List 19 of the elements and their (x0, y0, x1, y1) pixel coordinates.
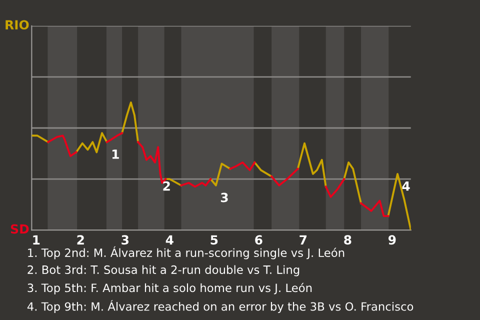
x-tick-label: 7 (300, 235, 307, 244)
text: 2. Bot 3rd: T. Sousa hit a 2-run double vs T. Ling (28, 265, 300, 276)
text: 1. Top 2nd: M. Álvarez hit a run-scoring single vs J. León (28, 246, 344, 260)
x-tick-label: 6 (255, 235, 262, 245)
text: SD (10, 224, 29, 234)
x-tick-label: 2 (77, 235, 84, 244)
x-tick-label: 9 (388, 235, 396, 245)
annotation: 3 (220, 192, 228, 202)
annotation: 2 (163, 181, 170, 191)
annotation: 4 (402, 181, 410, 191)
x-tick-label: 5 (210, 235, 218, 245)
text: RIO (6, 20, 29, 30)
annotation: 1 (112, 150, 119, 159)
x-tick-label: 4 (166, 235, 174, 244)
x-tick-label: 1 (33, 235, 40, 244)
text: 3. Top 5th: F. Ambar hit a solo home run vs J. León (28, 282, 312, 294)
x-tick-label: 8 (344, 235, 352, 245)
x-tick-label: 3 (122, 235, 128, 245)
text: 4. Top 9th: M. Álvarez reached on an error by the 3B vs O. Francisco (27, 300, 414, 314)
